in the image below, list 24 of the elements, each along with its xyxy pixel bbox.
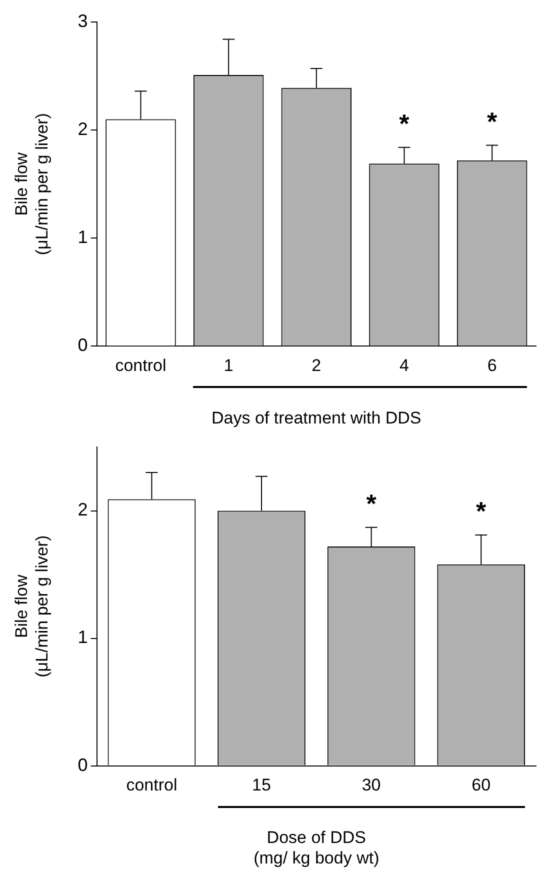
y-tick-label: 1 xyxy=(78,627,88,648)
y-tick-label: 2 xyxy=(78,500,88,520)
data-label: * xyxy=(399,108,410,139)
y-axis-title: Bile flow (μL/min per g liver) xyxy=(12,113,52,256)
x-axis-title: Dose of DDS (mg/ kg body wt) xyxy=(254,828,380,868)
x-tick-label: 15 xyxy=(252,776,271,795)
x-tick-label: 4 xyxy=(400,356,409,376)
x-tick-label: control xyxy=(126,776,178,795)
data-label: * xyxy=(476,496,488,526)
x-tick-label: 30 xyxy=(362,776,381,795)
x-tick-label: 6 xyxy=(487,356,497,376)
data-label: * xyxy=(487,106,498,136)
x-tick-label: 2 xyxy=(312,356,322,376)
data-label: * xyxy=(366,488,378,519)
x-tick-label: 60 xyxy=(472,776,491,795)
x-tick-label: 1 xyxy=(224,356,234,376)
y-axis-title: Bile flow (μL/min per g liver) xyxy=(12,535,52,678)
x-axis-title: Days of treatment with DDS xyxy=(212,408,422,428)
y-tick-label: 0 xyxy=(78,754,88,775)
y-tick-label: 0 xyxy=(78,335,88,356)
y-tick-label: 2 xyxy=(78,119,88,140)
y-tick-label: 1 xyxy=(78,227,88,248)
y-tick-label: 3 xyxy=(78,10,88,31)
x-tick-label: control xyxy=(115,356,166,376)
